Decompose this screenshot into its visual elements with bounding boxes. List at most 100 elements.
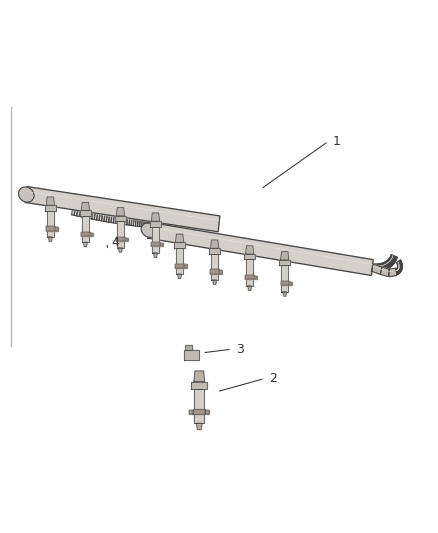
Polygon shape [169,221,171,230]
Polygon shape [397,268,401,271]
Polygon shape [396,269,397,274]
Polygon shape [246,246,254,254]
Polygon shape [185,225,187,232]
Polygon shape [146,219,148,228]
Text: 1: 1 [333,135,341,148]
Polygon shape [248,286,251,290]
Polygon shape [125,216,127,225]
Polygon shape [77,207,81,216]
Polygon shape [177,228,178,235]
Polygon shape [398,264,402,265]
Polygon shape [133,217,136,226]
Polygon shape [176,228,177,235]
Polygon shape [185,225,188,232]
Polygon shape [396,269,399,273]
Polygon shape [281,265,288,292]
Polygon shape [381,263,383,271]
Polygon shape [135,217,138,226]
Polygon shape [79,208,83,217]
Polygon shape [46,227,55,230]
Polygon shape [387,261,390,268]
Polygon shape [397,262,402,264]
Polygon shape [129,216,132,225]
Polygon shape [398,268,402,270]
Polygon shape [398,268,402,270]
Polygon shape [90,232,93,236]
Polygon shape [181,222,183,230]
Polygon shape [183,225,185,233]
Polygon shape [209,248,220,254]
Polygon shape [165,229,166,236]
Polygon shape [82,216,89,242]
Polygon shape [182,226,184,233]
Polygon shape [172,228,173,236]
Polygon shape [397,269,399,273]
Polygon shape [104,213,107,222]
Polygon shape [169,228,170,236]
Polygon shape [388,260,392,265]
Polygon shape [109,214,112,222]
Polygon shape [389,258,394,263]
Polygon shape [187,224,189,231]
Polygon shape [176,234,184,243]
Polygon shape [117,208,124,216]
Polygon shape [185,222,186,231]
Polygon shape [194,389,204,423]
Polygon shape [397,269,399,273]
Polygon shape [177,227,179,235]
Polygon shape [389,268,397,277]
Polygon shape [381,263,382,271]
Polygon shape [152,228,154,236]
Polygon shape [289,282,292,285]
Polygon shape [397,260,401,263]
Polygon shape [397,269,399,273]
Polygon shape [153,228,155,236]
Polygon shape [371,264,382,274]
Polygon shape [386,261,389,268]
Polygon shape [116,215,119,223]
Polygon shape [391,255,397,258]
Polygon shape [245,276,254,279]
Polygon shape [385,262,389,269]
Polygon shape [180,227,183,234]
Polygon shape [181,226,183,233]
Polygon shape [390,256,396,261]
Polygon shape [398,267,402,269]
Polygon shape [396,269,399,274]
Polygon shape [382,263,385,270]
Polygon shape [398,263,402,265]
Polygon shape [74,207,78,216]
Polygon shape [390,257,395,263]
Polygon shape [386,261,390,268]
Polygon shape [183,226,185,233]
Polygon shape [386,261,389,268]
Polygon shape [49,237,52,241]
Polygon shape [154,253,157,257]
Polygon shape [396,269,397,274]
Polygon shape [164,229,165,236]
Polygon shape [398,265,402,266]
Polygon shape [155,229,156,236]
Polygon shape [281,252,289,260]
Polygon shape [25,187,220,232]
Polygon shape [115,216,126,221]
Polygon shape [373,264,374,271]
Polygon shape [47,211,54,237]
Polygon shape [190,222,194,229]
Polygon shape [118,215,121,224]
Polygon shape [196,423,202,430]
Polygon shape [152,228,153,236]
Polygon shape [157,229,159,236]
Polygon shape [155,220,158,228]
Polygon shape [398,268,402,269]
Polygon shape [280,281,289,285]
Polygon shape [184,350,199,360]
Polygon shape [156,229,158,236]
Polygon shape [398,267,402,269]
Polygon shape [182,222,184,230]
Polygon shape [160,229,161,236]
Polygon shape [397,268,401,272]
Polygon shape [389,259,393,264]
Polygon shape [379,264,380,271]
Polygon shape [97,212,100,221]
